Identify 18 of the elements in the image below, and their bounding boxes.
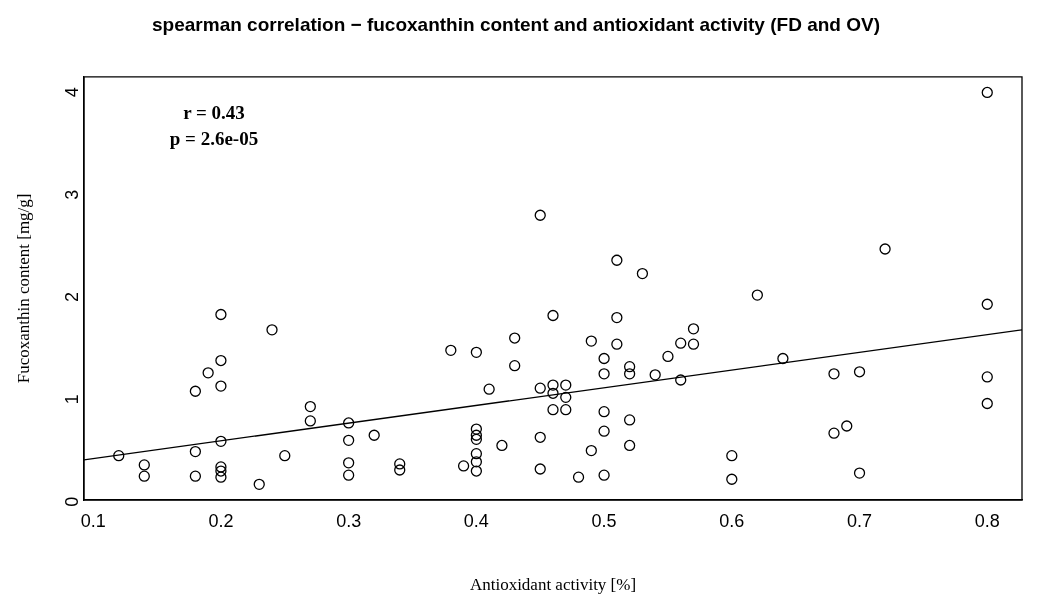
y-tick-label: 4 bbox=[61, 87, 82, 98]
chart-title: spearman correlation − fucoxanthin content and antioxidant activity (FD and OV) bbox=[152, 13, 880, 35]
y-tick-label: 0 bbox=[61, 496, 82, 507]
x-tick-label: 0.1 bbox=[80, 510, 106, 531]
x-tick-label: 0.6 bbox=[719, 510, 745, 531]
x-axis-title: Antioxidant activity [%] bbox=[469, 575, 637, 595]
y-tick-label: 2 bbox=[61, 291, 82, 302]
x-tick-label: 0.4 bbox=[463, 510, 489, 531]
x-tick-label: 0.5 bbox=[591, 510, 617, 531]
annotation: r = 0.43 bbox=[183, 101, 245, 123]
annotation: p = 2.6e-05 bbox=[169, 127, 259, 149]
x-tick-label: 0.3 bbox=[336, 510, 362, 531]
x-tick-label: 0.8 bbox=[974, 510, 1000, 531]
y-tick-label: 3 bbox=[61, 189, 82, 200]
x-tick-label: 0.7 bbox=[847, 510, 873, 531]
y-axis-title: Fucoxanthin content [mg/g] bbox=[13, 193, 33, 384]
y-tick-label: 1 bbox=[61, 394, 82, 405]
x-tick-label: 0.2 bbox=[208, 510, 234, 531]
